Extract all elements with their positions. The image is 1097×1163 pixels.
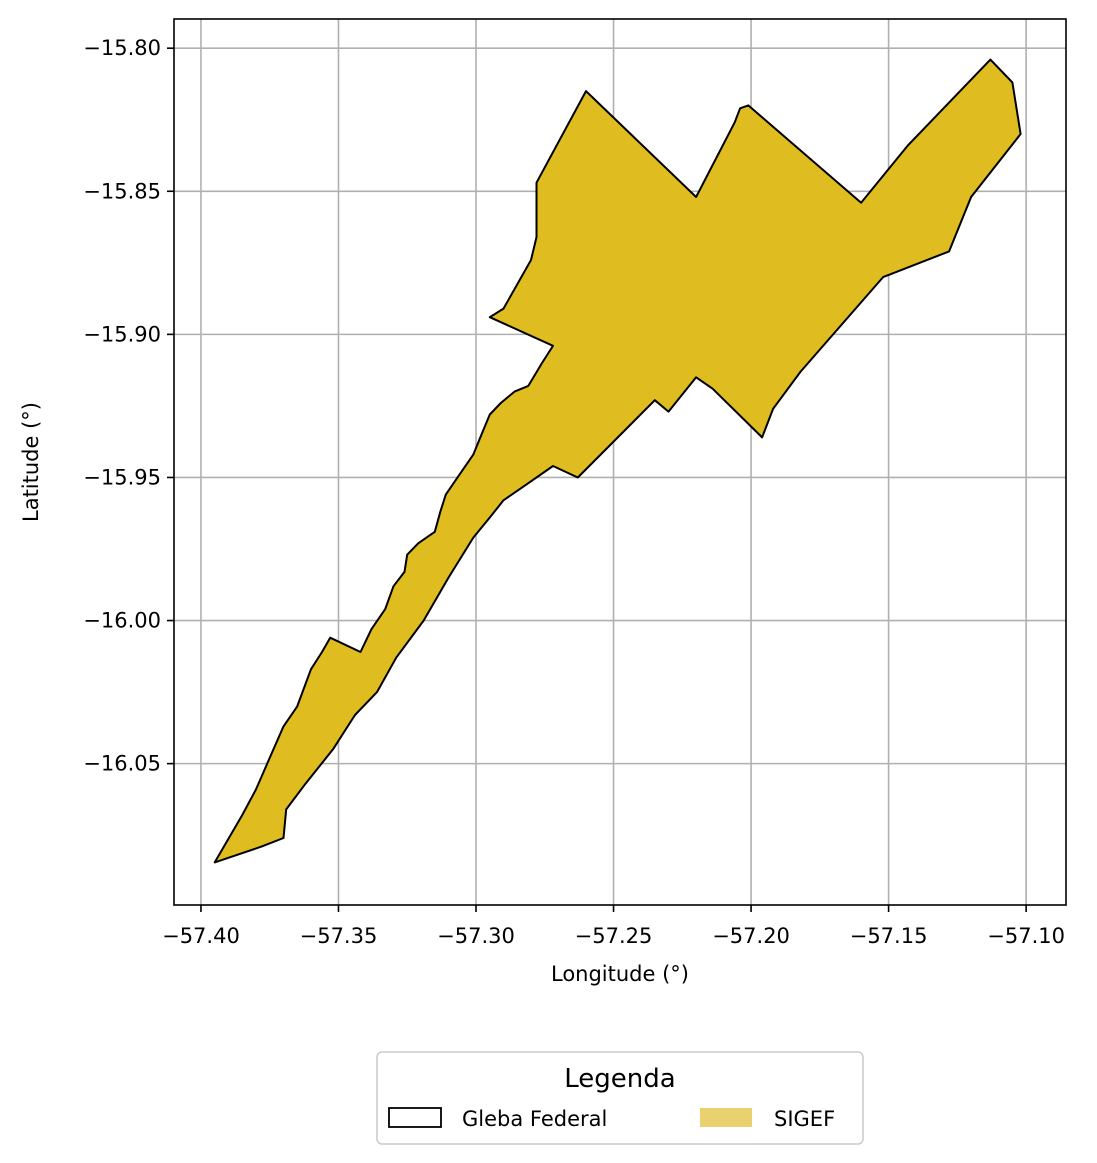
axes-frame — [173, 18, 1067, 906]
legend-swatch-gleba-federal — [388, 1107, 442, 1128]
x-axis-label: Longitude (°) — [551, 962, 689, 986]
gleba-polygon-layer — [213, 58, 1022, 864]
legend-label-sigef: SIGEF — [774, 1107, 835, 1131]
legend-swatch-sigef — [700, 1108, 752, 1127]
legend-title: Legenda — [564, 1064, 675, 1094]
y-tick-label: −15.85 — [83, 179, 161, 203]
gleba-federal-polygon — [213, 58, 1022, 864]
x-axis-ticks: −57.40 −57.35 −57.30 −57.25 −57.20 −57.15 −57.… — [162, 905, 1065, 948]
x-tick-label: −57.35 — [300, 924, 378, 948]
y-axis-ticks: −15.80 −15.85 −15.90 −15.95 −16.00 −16.05 — [83, 36, 174, 776]
x-tick-label: −57.40 — [162, 924, 240, 948]
y-tick-label: −15.95 — [83, 465, 161, 489]
y-tick-label: −16.00 — [83, 609, 161, 633]
y-tick-label: −16.05 — [83, 752, 161, 776]
legend: Legenda Gleba Federal SIGEF — [376, 1051, 864, 1145]
x-tick-label: −57.10 — [987, 924, 1065, 948]
x-tick-label: −57.25 — [575, 924, 653, 948]
y-tick-label: −15.90 — [83, 322, 161, 346]
y-axis-label: Latitude (°) — [19, 402, 43, 522]
x-tick-label: −57.30 — [437, 924, 515, 948]
legend-label-gleba-federal: Gleba Federal — [462, 1107, 607, 1131]
x-tick-label: −57.15 — [850, 924, 928, 948]
y-tick-label: −15.80 — [83, 36, 161, 60]
x-tick-label: −57.20 — [712, 924, 790, 948]
